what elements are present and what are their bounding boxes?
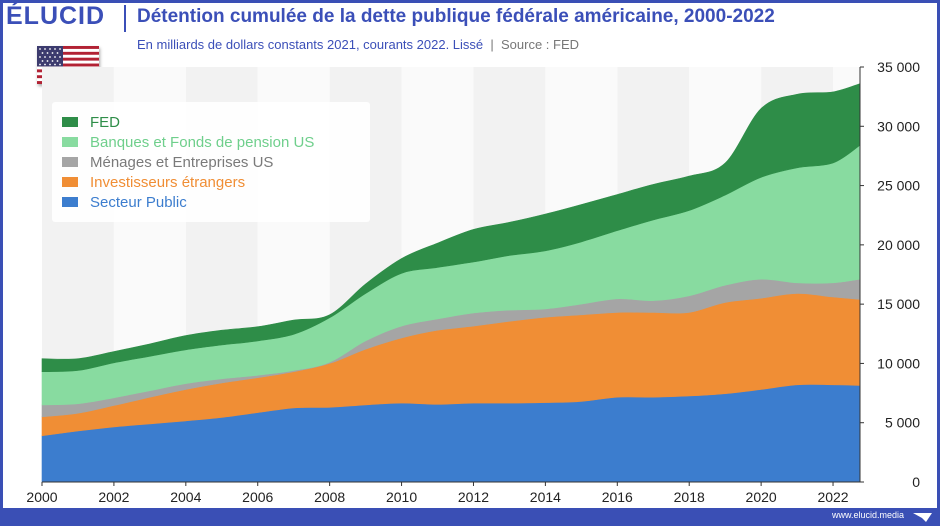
legend-item-investisseurs[interactable]: Investisseurs étrangers <box>62 172 245 192</box>
y-tick-label: 30 000 <box>877 118 920 134</box>
y-tick-label: 10 000 <box>877 355 920 371</box>
subtitle-separator: | <box>490 37 494 52</box>
legend-swatch-menages <box>62 157 78 167</box>
x-tick-label: 2008 <box>314 489 345 505</box>
x-tick-label: 2004 <box>170 489 201 505</box>
legend-label-secteur-public: Secteur Public <box>90 193 187 211</box>
y-tick-label: 5 000 <box>885 415 920 431</box>
x-tick-label: 2002 <box>98 489 129 505</box>
logo-divider <box>124 5 126 32</box>
legend-swatch-banques <box>62 137 78 147</box>
legend-item-fed[interactable]: FED <box>62 112 120 132</box>
y-tick-label: 20 000 <box>877 237 920 253</box>
y-tick-label: 25 000 <box>877 178 920 194</box>
elucid-arrow-icon <box>913 513 932 522</box>
x-tick-label: 2006 <box>242 489 273 505</box>
chart-title: Détention cumulée de la dette publique f… <box>137 6 775 27</box>
legend-item-menages[interactable]: Ménages et Entreprises US <box>62 152 273 172</box>
x-tick-label: 2010 <box>386 489 417 505</box>
x-tick-label: 2022 <box>817 489 848 505</box>
legend-item-secteur-public[interactable]: Secteur Public <box>62 192 187 212</box>
legend-label-investisseurs: Investisseurs étrangers <box>90 173 246 191</box>
x-tick-label: 2012 <box>458 489 489 505</box>
legend-swatch-fed <box>62 117 78 127</box>
footer-url[interactable]: www.elucid.media <box>831 510 904 520</box>
legend-label-fed: FED <box>90 113 120 131</box>
legend-label-menages: Ménages et Entreprises US <box>90 153 274 171</box>
elucid-logo[interactable]: ÉLUCID <box>6 2 106 30</box>
chart-axes: 2000 2002 2004 2006 2008 2010 2012 2014 2016 2018… <box>26 59 920 505</box>
header: ÉLUCID Détention cumulée de la dette pub… <box>0 0 940 36</box>
legend-item-banques[interactable]: Banques et Fonds de pension US <box>62 132 314 152</box>
chart-subtitle: En milliards de dollars constants 2021, … <box>137 37 579 52</box>
x-tick-label: 2014 <box>530 489 561 505</box>
x-tick-label: 2020 <box>746 489 777 505</box>
x-tick-label: 2018 <box>674 489 705 505</box>
legend: FED Banques et Fonds de pension US Ménag… <box>52 102 370 222</box>
area-series <box>41 83 861 483</box>
subtitle-text: En milliards de dollars constants 2021, … <box>137 37 484 52</box>
footer-bar: www.elucid.media <box>0 508 940 526</box>
legend-swatch-investisseurs <box>62 177 78 187</box>
y-tick-label: 15 000 <box>877 296 920 312</box>
y-tick-label: 0 <box>912 474 920 490</box>
x-tick-label: 2000 <box>26 489 57 505</box>
y-tick-label: 35 000 <box>877 59 920 75</box>
x-tick-label: 2016 <box>602 489 633 505</box>
legend-swatch-secteur-public <box>62 197 78 207</box>
source-text: Source : FED <box>501 37 580 52</box>
legend-label-banques: Banques et Fonds de pension US <box>90 133 315 151</box>
